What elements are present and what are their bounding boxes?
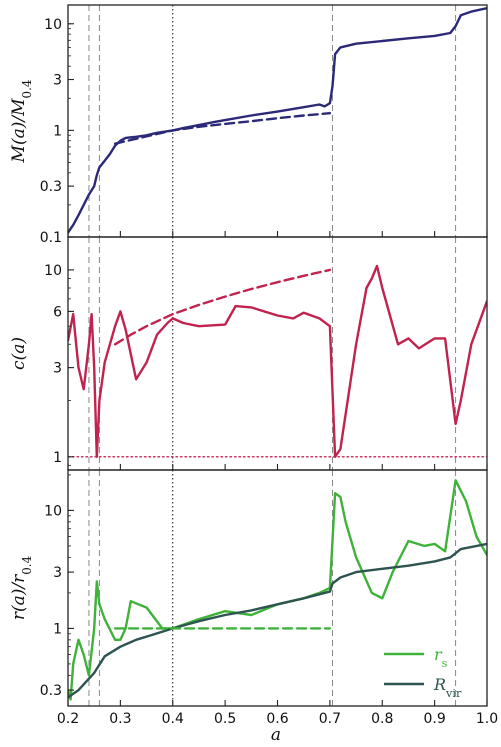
series-line-bottom-rs <box>68 479 487 701</box>
x-tick-label: 1.0 <box>476 711 498 727</box>
y-axis-label: c(a) <box>9 337 29 370</box>
series-line-top-dashed-1 <box>113 111 332 145</box>
series-group <box>68 479 487 701</box>
y-tick-label: 0.3 <box>40 683 62 699</box>
panel-bottom: 0.3 1 3 10 0.2 0.3 0.4 0.5 0.6 0.7 0.8 0.9 1.0 r(a)/r… <box>9 469 498 727</box>
panel-top: 0.1 0.3 1 3 10 M(a)/M0.4 <box>9 4 488 246</box>
x-tick-label: 0.9 <box>423 711 445 727</box>
y-tick-label: 1 <box>53 621 62 637</box>
series-line-middle-solid-0 <box>68 264 487 458</box>
x-axis-label: a <box>271 725 281 745</box>
legend: rs Rvir <box>384 645 462 700</box>
y-tick-label: 3 <box>53 73 62 89</box>
x-tick-label: 0.7 <box>319 711 341 727</box>
y-axis-label: M(a)/M0.4 <box>9 80 34 164</box>
series-group <box>68 264 487 458</box>
panel-frame <box>67 4 488 238</box>
x-tick-label: 0.5 <box>214 711 236 727</box>
y-tick-label: 1 <box>53 450 62 466</box>
x-tick-label: 0.4 <box>162 711 184 727</box>
x-tick-label: 0.6 <box>266 711 288 727</box>
panel-middle: 1 3 6 10 c(a) <box>9 236 488 471</box>
y-tick-label: 3 <box>53 361 62 377</box>
y-tick-label: 10 <box>44 17 62 33</box>
y-tick-label: 3 <box>53 565 62 581</box>
series-group <box>68 6 487 234</box>
y-tick-label: 0.3 <box>40 179 62 195</box>
y-tick-label: 10 <box>44 503 62 519</box>
y-axis-label: r(a)/r0.4 <box>9 556 34 620</box>
legend-label: Rvir <box>433 675 462 700</box>
panel-frame <box>67 469 488 707</box>
y-tick-label: 10 <box>44 263 62 279</box>
x-tick-label: 0.8 <box>371 711 393 727</box>
series-line-middle-dashed-1 <box>113 268 332 346</box>
legend-label: rs <box>434 645 448 670</box>
y-tick-label: 0.1 <box>40 230 62 246</box>
x-tick-label: 0.2 <box>57 711 79 727</box>
y-tick-label: 1 <box>53 123 62 139</box>
series-line-top-solid-0 <box>68 6 487 234</box>
x-tick-label: 0.3 <box>109 711 131 727</box>
y-tick-label: 6 <box>53 304 62 320</box>
series-line-bottom-rvir <box>68 542 487 699</box>
